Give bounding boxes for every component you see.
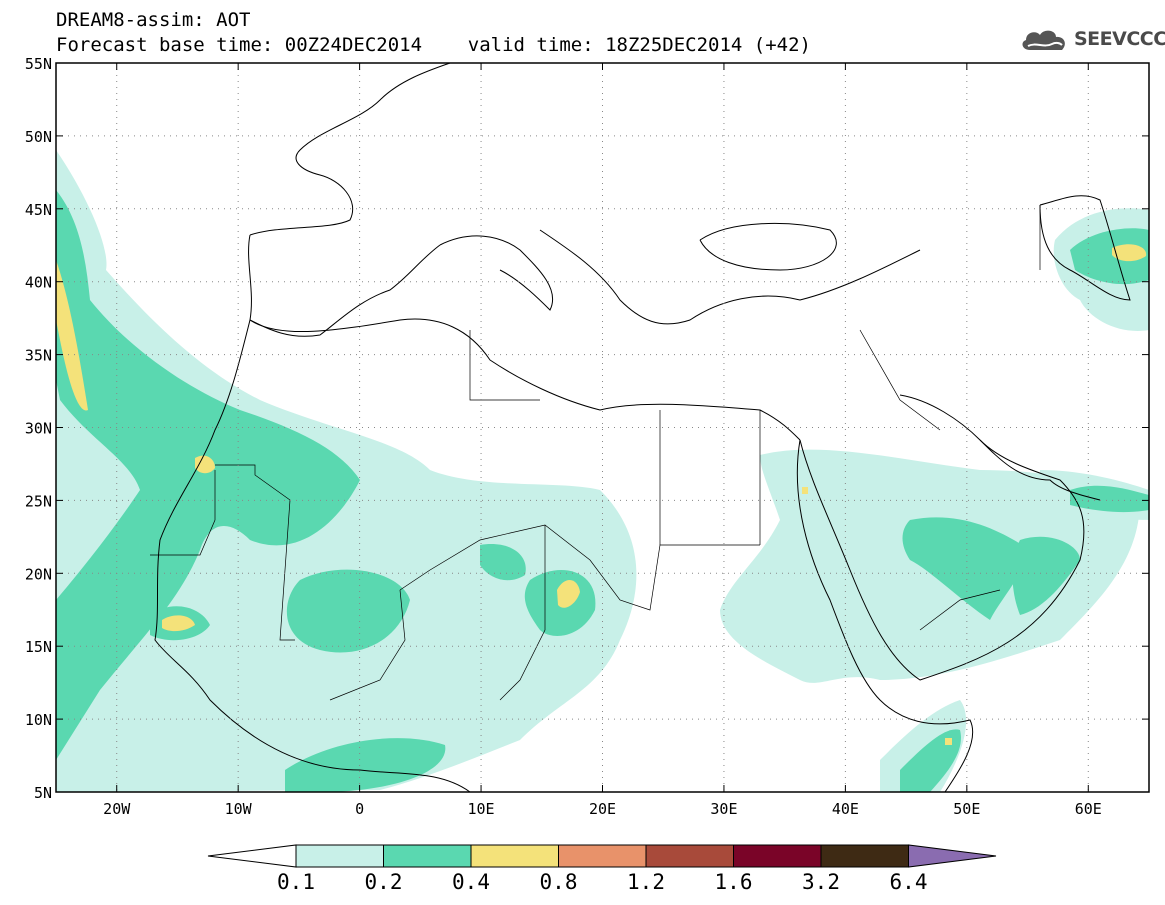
seevccc-logo: SEEVCCC [1018,24,1165,56]
lat-label: 25N [25,492,52,510]
colorbar-label: 0.1 [277,870,315,894]
aot-level-0.2 [56,190,1149,792]
logo-text: SEEVCCC [1074,28,1165,50]
lat-label: 20N [25,565,52,583]
lat-label: 30N [25,420,52,438]
lon-label: 40E [832,800,859,818]
lon-label: 20E [589,800,616,818]
cloud-icon [1022,30,1065,50]
lat-label: 5N [34,784,52,802]
lat-label: 35N [25,347,52,365]
colorbar-label: 0.2 [364,870,403,894]
lat-label: 40N [25,274,52,292]
aot-shading [56,150,1149,792]
map-grid [56,63,1149,792]
colorbar-box [558,844,647,868]
colorbar-box [820,844,909,868]
colorbar-arrow-high [908,844,997,868]
colorbar-label: 0.4 [452,870,490,894]
lon-label: 0 [355,800,364,818]
colorbar [207,844,997,868]
lat-label: 55N [25,55,52,73]
colorbar-arrow-low [207,844,297,868]
colorbar-label: 1.6 [714,870,753,894]
coastlines [154,63,1131,792]
lon-label: 20W [103,800,131,818]
lat-label: 15N [25,638,52,656]
lon-label: 60E [1075,800,1102,818]
map-axes: 55N 50N 45N 40N 35N 30N 25N 20N 15N 10N 5N 20W 10W 0 1… [25,55,1149,818]
colorbar-label: 6.4 [889,870,928,894]
lon-label: 10E [468,800,495,818]
colorbar-box [733,844,822,868]
lon-label: 50E [953,800,980,818]
colorbar-box [470,844,559,868]
colorbar-label: 3.2 [802,870,840,894]
lon-label: 10W [225,800,253,818]
colorbar-label: 1.2 [627,870,665,894]
colorbar-label: 0.8 [539,870,578,894]
colorbar-box [295,844,384,868]
lon-label: 30E [710,800,737,818]
forecast-time-info: Forecast base time: 00Z24DEC2014 valid t… [56,34,811,56]
lat-label: 45N [25,201,52,219]
colorbar-box [645,844,734,868]
country-borders [150,205,1041,701]
lat-label: 10N [25,711,52,729]
lat-label: 50N [25,128,52,146]
aot-level-0.4 [56,244,1147,745]
map-title: DREAM8-assim: AOT [56,9,251,31]
colorbar-box [383,844,472,868]
